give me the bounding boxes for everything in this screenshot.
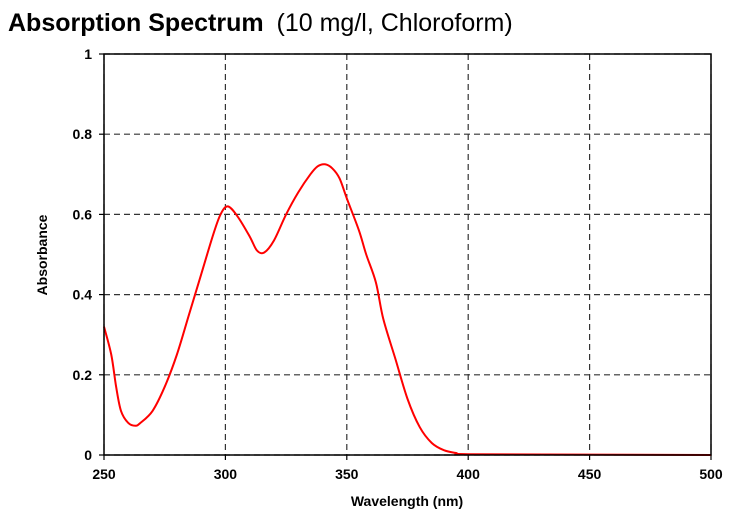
x-tick-label: 450 bbox=[578, 466, 602, 482]
x-tick-label: 300 bbox=[214, 466, 238, 482]
x-tick-label: 350 bbox=[335, 466, 359, 482]
y-tick-label: 0.4 bbox=[73, 287, 93, 303]
y-tick-label: 1 bbox=[84, 46, 92, 62]
plot-frame bbox=[103, 53, 712, 456]
chart-title-main: Absorption Spectrum bbox=[8, 9, 264, 37]
y-tick-label: 0.2 bbox=[73, 367, 93, 383]
y-tick-label: 0 bbox=[84, 447, 92, 463]
y-tick-label: 0.6 bbox=[73, 206, 93, 222]
chart-subtitle: (10 mg/l, Chloroform) bbox=[277, 9, 513, 37]
y-axis-label: Absorbance bbox=[34, 214, 50, 295]
chart-title: Absorption Spectrum (10 mg/l, Chloroform… bbox=[8, 9, 513, 37]
x-axis-label: Wavelength (nm) bbox=[351, 493, 463, 509]
grid bbox=[99, 53, 712, 460]
series-line bbox=[103, 163, 712, 456]
y-tick-label: 0.8 bbox=[73, 126, 93, 142]
x-tick-label: 250 bbox=[92, 466, 116, 482]
x-tick-label: 500 bbox=[699, 466, 723, 482]
tick-labels: 250 300 350 400 450 500 0 0.2 0.4 0.6 0.8 1 bbox=[73, 46, 723, 482]
x-tick-label: 400 bbox=[457, 466, 481, 482]
